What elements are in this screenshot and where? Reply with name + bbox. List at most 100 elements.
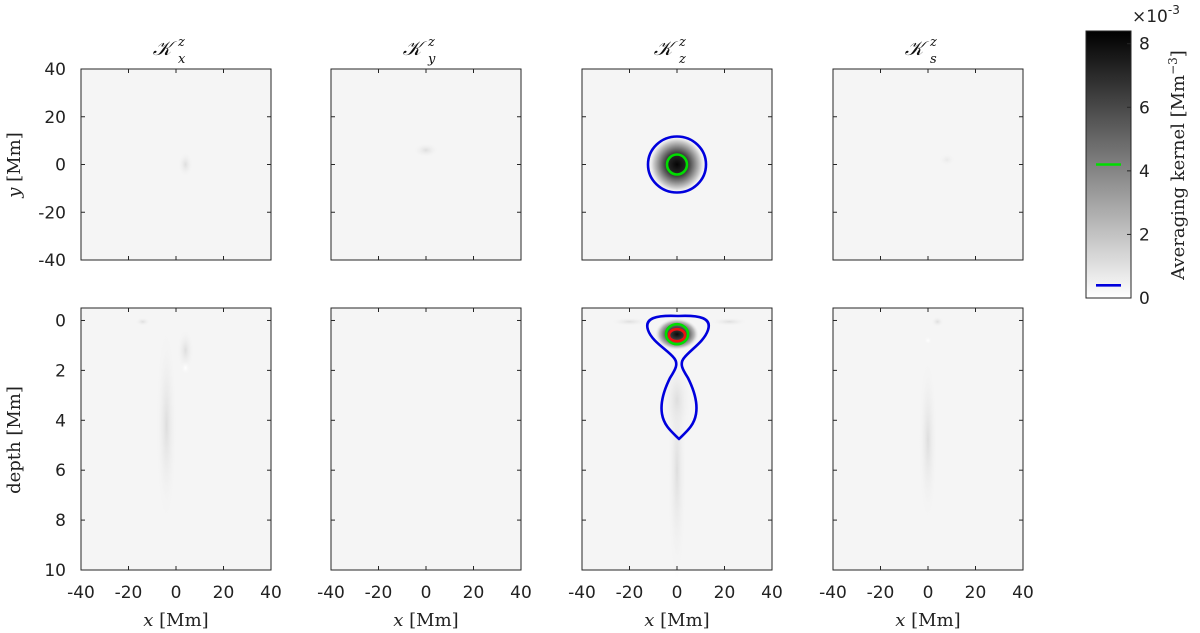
x-tick-label: 0 [672,583,683,603]
colorbar-tick-label: 6 [1139,98,1150,118]
colorbar-label-exponent: −3 [1166,57,1180,75]
x-axis-label-unit: [Mm] [403,610,458,631]
contour-red-bottom [667,327,687,343]
bottom-panel-1-frame [80,307,272,571]
colorbar-label-text: Averaging kernel [Mm [1168,75,1189,281]
colorbar-frame [1085,30,1132,299]
top-panel-2 [330,68,522,261]
x-tick-label: 40 [260,583,282,603]
bottom-panel-3 [581,307,773,581]
x-axis-label-var: x [644,610,654,631]
bottom-panel-1 [80,307,272,571]
top-panel-3-frame [581,68,773,261]
panel-title-subscript: x [178,52,186,67]
y-tick-label-bottom: 4 [55,411,66,431]
bottom-panel-1-column [156,330,177,521]
colorbar-scale-prefix: ×10 [1132,7,1168,27]
colorbar-scale-label: ×10-3 [1132,3,1180,27]
x-axis-label-var: x [393,610,403,631]
panel-title-superscript: z [678,35,686,50]
kernel-peak-top [649,136,705,193]
bottom-panel-3-surface-right [711,317,748,326]
panel-title-subscript: y [427,52,436,67]
panel-title-symbol: 𝒦 [153,36,178,60]
panel-title-subscript: z [678,52,686,67]
colorbar-label-close: ] [1168,50,1189,57]
panel-title-superscript: z [929,35,937,50]
y-tick-label-bottom: 10 [44,561,66,581]
top-panel-1-background [81,69,271,260]
x-tick-label: 40 [1012,583,1034,603]
y-tick-label-bottom: 2 [55,361,66,381]
top-panel-4-frame [832,68,1024,261]
colorbar: 0 2 4 6 8 ×10-3 Averaging kernel [Mm−3] [1085,3,1189,309]
colorbar-tick-label: 8 [1139,35,1150,55]
x-tick-label: -40 [568,583,596,603]
x-tick-label: 20 [463,583,485,603]
bottom-panel-4 [832,307,1024,571]
panel-title-symbol: 𝒦 [403,36,428,60]
x-tick-label: 40 [761,583,783,603]
bottom-panel-3-surface-left [611,317,648,326]
top-panel-4-faint-blob [939,153,955,166]
x-tick-label: 20 [965,583,987,603]
kernel-peak-bottom [655,318,699,351]
bottom-panel-4-white-spot [924,336,932,345]
colorbar-tick-label: 0 [1139,289,1150,309]
bottom-panel-1-white-spot [180,360,191,375]
x-tick-label: -40 [67,583,95,603]
top-panel-1-frame [80,68,272,261]
x-axis-label-unit: [Mm] [654,610,709,631]
panel-title-symbol: 𝒦 [905,36,930,60]
y-tick-label-top: 20 [44,108,66,128]
bottom-panel-2-frame [330,307,522,571]
top-panel-1 [80,68,272,261]
x-tick-label: 0 [923,583,934,603]
x-tick-label: -40 [317,583,345,603]
top-panel-2-frame [330,68,522,261]
x-tick-label: -20 [616,583,644,603]
top-panel-2-faint-blob [414,143,438,158]
colorbar-scale-exponent: -3 [1168,3,1180,17]
y-tick-label-top: 0 [55,156,66,176]
panel-title-superscript: z [427,35,435,50]
contour-green-bottom [664,322,690,346]
x-axis-label: x [Mm] [644,610,709,631]
y-tick-label-top: 40 [44,60,66,80]
top-panel-4-background [833,69,1023,260]
x-tick-label: 0 [171,583,182,603]
x-axis-label-unit: [Mm] [153,610,208,631]
panel-title-subscript: s [930,52,937,67]
y-axis-label-unit: [Mm] [4,132,25,187]
bottom-panel-4-surface-blob [931,316,944,327]
contour-blue-bottom [645,314,711,441]
bottom-panel-1-surface-blob [135,317,150,326]
bottom-panel-1-upper-blob [177,330,194,371]
top-panel-2-background [331,69,521,260]
x-axis-label: x [Mm] [393,610,458,631]
bottom-panel-3-frame [581,307,773,571]
x-tick-label: 20 [714,583,736,603]
contour-blue-top [646,135,708,194]
y-tick-label-bottom: 0 [55,311,66,331]
y-tick-label-top: -20 [38,203,66,223]
x-axis-label: x [Mm] [143,610,208,631]
x-tick-label: -40 [819,583,847,603]
top-panel-3 [581,68,773,261]
x-axis-label-var: x [143,610,153,631]
colorbar-tick-label: 4 [1139,162,1150,182]
bottom-panel-4-column [919,360,937,521]
colorbar-label: Averaging kernel [Mm−3] [1166,50,1189,281]
panels-layer [80,68,1024,581]
y-axis-label-top: y [Mm] [4,132,25,198]
panel-title-superscript: z [177,35,185,50]
top-panel-4 [832,68,1024,261]
colorbar-tick-label: 2 [1139,225,1150,245]
bottom-panel-2-background [331,308,521,570]
x-axis-label-unit: [Mm] [905,610,960,631]
top-panel-1-faint-blob [178,152,193,177]
x-tick-label: -20 [115,583,143,603]
y-axis-label-bottom: depth [Mm] [4,386,25,494]
